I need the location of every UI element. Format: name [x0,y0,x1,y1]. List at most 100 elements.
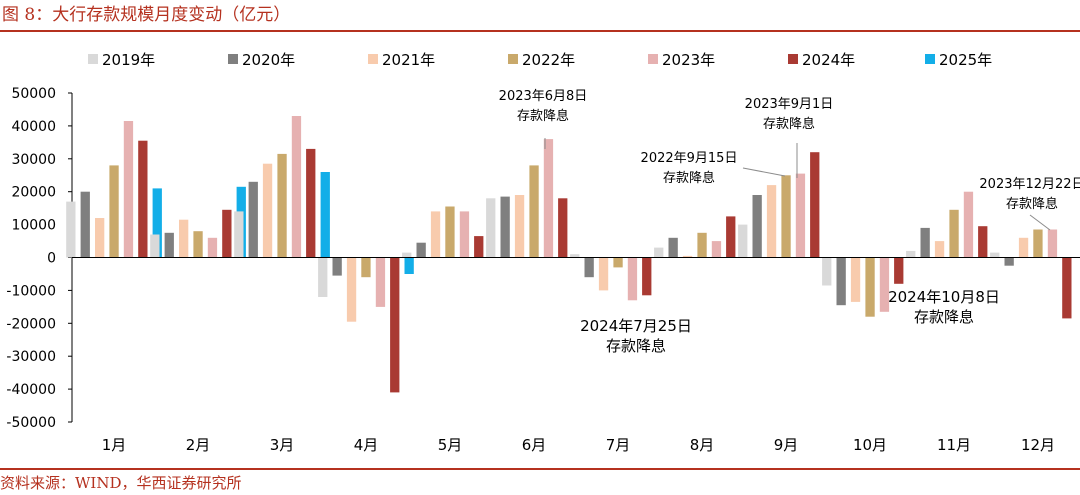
bar [978,226,988,258]
bar [474,236,484,258]
y-tick-label: 40000 [11,119,56,135]
annotation-label: 2024年7月25日 [580,317,692,335]
source-divider [0,468,1080,470]
bar [109,165,119,258]
x-tick-label: 5月 [438,436,463,454]
bar [906,250,916,258]
annotation-label: 2022年9月15日 [641,151,738,166]
source-note: 资料来源：WIND，华西证券研究所 [0,474,242,492]
y-tick-label: 50000 [11,86,56,102]
bar [810,152,820,258]
x-tick-label: 4月 [354,436,379,454]
bar [682,255,693,258]
legend-label: 2024年 [802,51,855,69]
y-tick-label: 0 [47,251,56,267]
bar [459,211,470,258]
bar [262,163,273,258]
annotation-label: 2023年12月22日 [979,177,1080,192]
bar [726,216,736,258]
x-tick-label: 7月 [606,436,631,454]
bar [164,232,174,258]
bar [152,188,162,258]
annotation-label: 2023年9月1日 [745,97,834,112]
bar [318,257,328,297]
bar [934,241,945,258]
legend-swatch [88,54,98,64]
bar [80,191,90,258]
x-tick-label: 3月 [270,436,295,454]
bar [949,209,959,258]
bar [138,140,148,258]
y-tick-label: 20000 [11,185,56,201]
bar [529,165,539,258]
x-tick-label: 12月 [1021,436,1055,454]
bar [248,181,258,258]
annotation-leader [742,167,786,177]
bar [1062,257,1072,319]
annotation-label: 2023年6月8日 [499,89,588,104]
bar [697,232,707,258]
bar [402,252,412,258]
bar [375,257,386,307]
bar [920,227,930,258]
bar [822,257,832,286]
bar [486,198,496,258]
bar [752,195,762,258]
bar [320,172,330,258]
bar [879,257,890,312]
bar [654,247,664,258]
legend-label: 2025年 [939,51,992,69]
bar [95,218,105,258]
bar [598,257,609,291]
x-tick-label: 8月 [690,436,715,454]
bar [558,198,568,258]
legend-swatch [925,54,935,64]
bar [738,224,748,258]
bar [416,242,426,258]
bar [781,175,791,258]
bar-chart: 50000 40000 30000 20000 10000 0 -10000 -20000 -3… [6,51,1080,454]
bar [390,257,400,393]
legend-label: 2019年 [102,51,155,69]
annotation-label: 存款降息 [914,308,974,326]
bar [836,257,846,306]
bar [404,257,414,274]
y-tick-label: -20000 [6,316,56,332]
bar [711,241,722,258]
x-tick-label: 11月 [937,436,971,454]
bar [514,195,525,258]
figure-title: 图 8：大行存款规模月度变动（亿元） [2,5,291,25]
bar [1047,229,1058,258]
bar [291,116,302,258]
bar [445,206,455,258]
bar [66,201,76,258]
bar [222,209,232,258]
bar [361,257,371,278]
bar [894,257,904,284]
legend-label: 2020年 [242,51,295,69]
legend-swatch [788,54,798,64]
x-tick-label: 10月 [853,436,887,454]
bar [990,252,1000,258]
y-tick-label: -10000 [6,283,56,299]
bar [346,257,357,322]
legend-swatch [228,54,238,64]
legend-swatch [508,54,518,64]
y-tick-label: 10000 [11,218,56,234]
bar [1004,257,1014,266]
bar [668,237,678,258]
legend-label: 2023年 [662,51,715,69]
legend-swatch [648,54,658,64]
bar [963,191,974,258]
annotation-label: 存款降息 [1006,196,1058,212]
y-tick-label: -40000 [6,382,56,398]
bar [150,234,160,258]
x-tick-label: 2月 [186,436,211,454]
bar [500,196,510,258]
bar [207,237,218,258]
annotation-label: 存款降息 [663,170,715,186]
bar [277,153,287,258]
bar [795,173,806,258]
y-tick-label: -30000 [6,349,56,365]
annotation-label: 存款降息 [763,116,815,132]
